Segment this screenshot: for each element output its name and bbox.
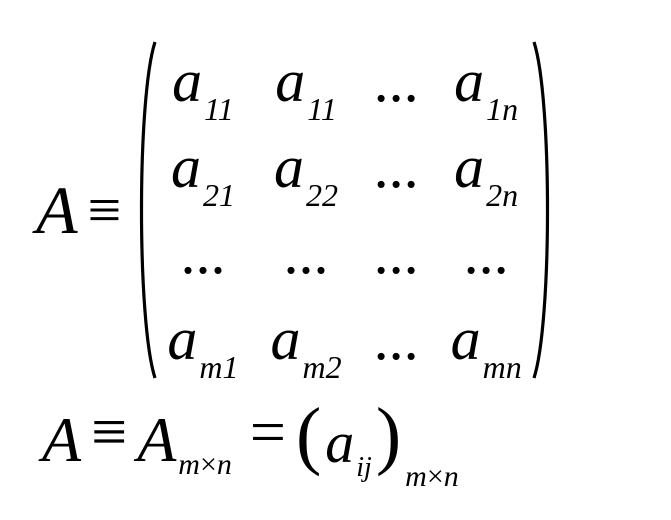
matrix-cell-r4-c1: am1: [167, 309, 238, 369]
trailing-subscript-mxn: m×n: [405, 462, 459, 492]
matrix-cell-r3-c2: ...: [284, 223, 329, 283]
matrix-cell-r2-c2: a22: [274, 137, 338, 197]
matrix-cell-r4-c4: amn: [451, 309, 522, 369]
aij-base: a: [325, 414, 354, 472]
trail-m: m: [405, 460, 427, 493]
matrix-cell-r1-c4: a1n: [454, 51, 518, 111]
matrix-cell-r1-c2: a11: [275, 51, 337, 111]
matrix-cell-r4-c3: ...: [374, 309, 419, 369]
identical-to-2: ≡: [91, 400, 127, 464]
math-figure: A ≡ a11 a11... a1n a21 a22... a2n............…: [0, 0, 671, 520]
subscript-mxn: m×n: [178, 450, 232, 480]
right-paren: [530, 38, 558, 382]
aij-sub: ij: [356, 454, 372, 482]
matrix: a11 a11... a1n a21 a22... a2n............ am1 a…: [131, 38, 557, 382]
trail-n: n: [444, 460, 459, 493]
identical-to: ≡: [88, 180, 122, 240]
matrix-cell-r2-c1: a21: [171, 137, 235, 197]
matrix-cell-r2-c3: ...: [374, 137, 419, 197]
matrix-definition-line: A ≡ a11 a11... a1n a21 a22... a2n............…: [36, 30, 641, 390]
symbol-a-ij: a ij: [325, 414, 372, 472]
matrix-shorthand-line: A ≡ A m×n = ( a ij ) m×n: [42, 408, 641, 472]
sub-n: n: [217, 448, 232, 481]
matrix-cell-r1-c3: ...: [374, 51, 419, 111]
matrix-cell-r3-c3: ...: [374, 223, 419, 283]
right-paren-small: ): [376, 405, 401, 466]
symbol-A2a: A: [42, 408, 81, 472]
matrix-cell-r1-c1: a11: [172, 51, 234, 111]
equals-sign: =: [250, 400, 286, 464]
symbol-A: A: [36, 176, 78, 244]
left-paren-small: (: [296, 405, 321, 466]
left-paren: [131, 38, 159, 382]
matrix-cell-r2-c4: a2n: [454, 137, 518, 197]
matrix-cell-r3-c4: ...: [464, 223, 509, 283]
trail-times: ×: [427, 460, 444, 493]
matrix-grid: a11 a11... a1n a21 a22... a2n............ am1 a…: [159, 38, 529, 382]
symbol-A-mn: A: [137, 408, 176, 472]
sub-m: m: [178, 448, 200, 481]
matrix-cell-r4-c2: am2: [271, 309, 342, 369]
matrix-cell-r3-c1: ...: [180, 223, 225, 283]
sub-times: ×: [200, 448, 217, 481]
